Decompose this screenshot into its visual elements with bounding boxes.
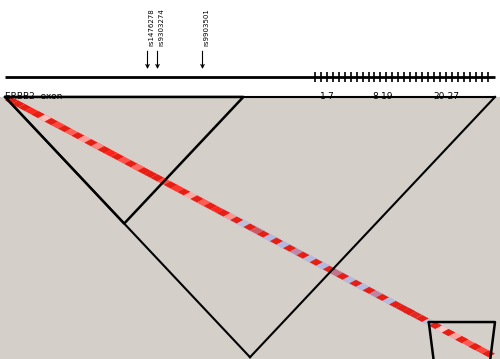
Text: ERBB2  exon: ERBB2 exon	[5, 92, 62, 101]
Text: 8-19: 8-19	[372, 92, 393, 101]
Bar	[0, 0, 500, 97]
Text: rs1476278: rs1476278	[148, 9, 154, 46]
Text: rs9903501: rs9903501	[204, 9, 210, 46]
Text: rs9303274: rs9303274	[158, 9, 164, 46]
Text: 1-7: 1-7	[320, 92, 335, 101]
Text: 20-27: 20-27	[433, 92, 459, 101]
